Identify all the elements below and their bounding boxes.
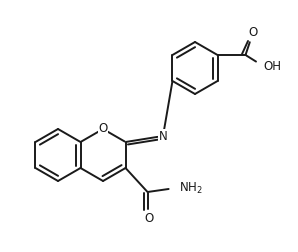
Text: O: O: [248, 25, 257, 39]
Text: O: O: [98, 122, 108, 136]
Text: OH: OH: [263, 60, 282, 74]
Text: O: O: [144, 212, 153, 226]
Text: N: N: [159, 130, 167, 142]
Text: NH$_2$: NH$_2$: [179, 180, 202, 196]
